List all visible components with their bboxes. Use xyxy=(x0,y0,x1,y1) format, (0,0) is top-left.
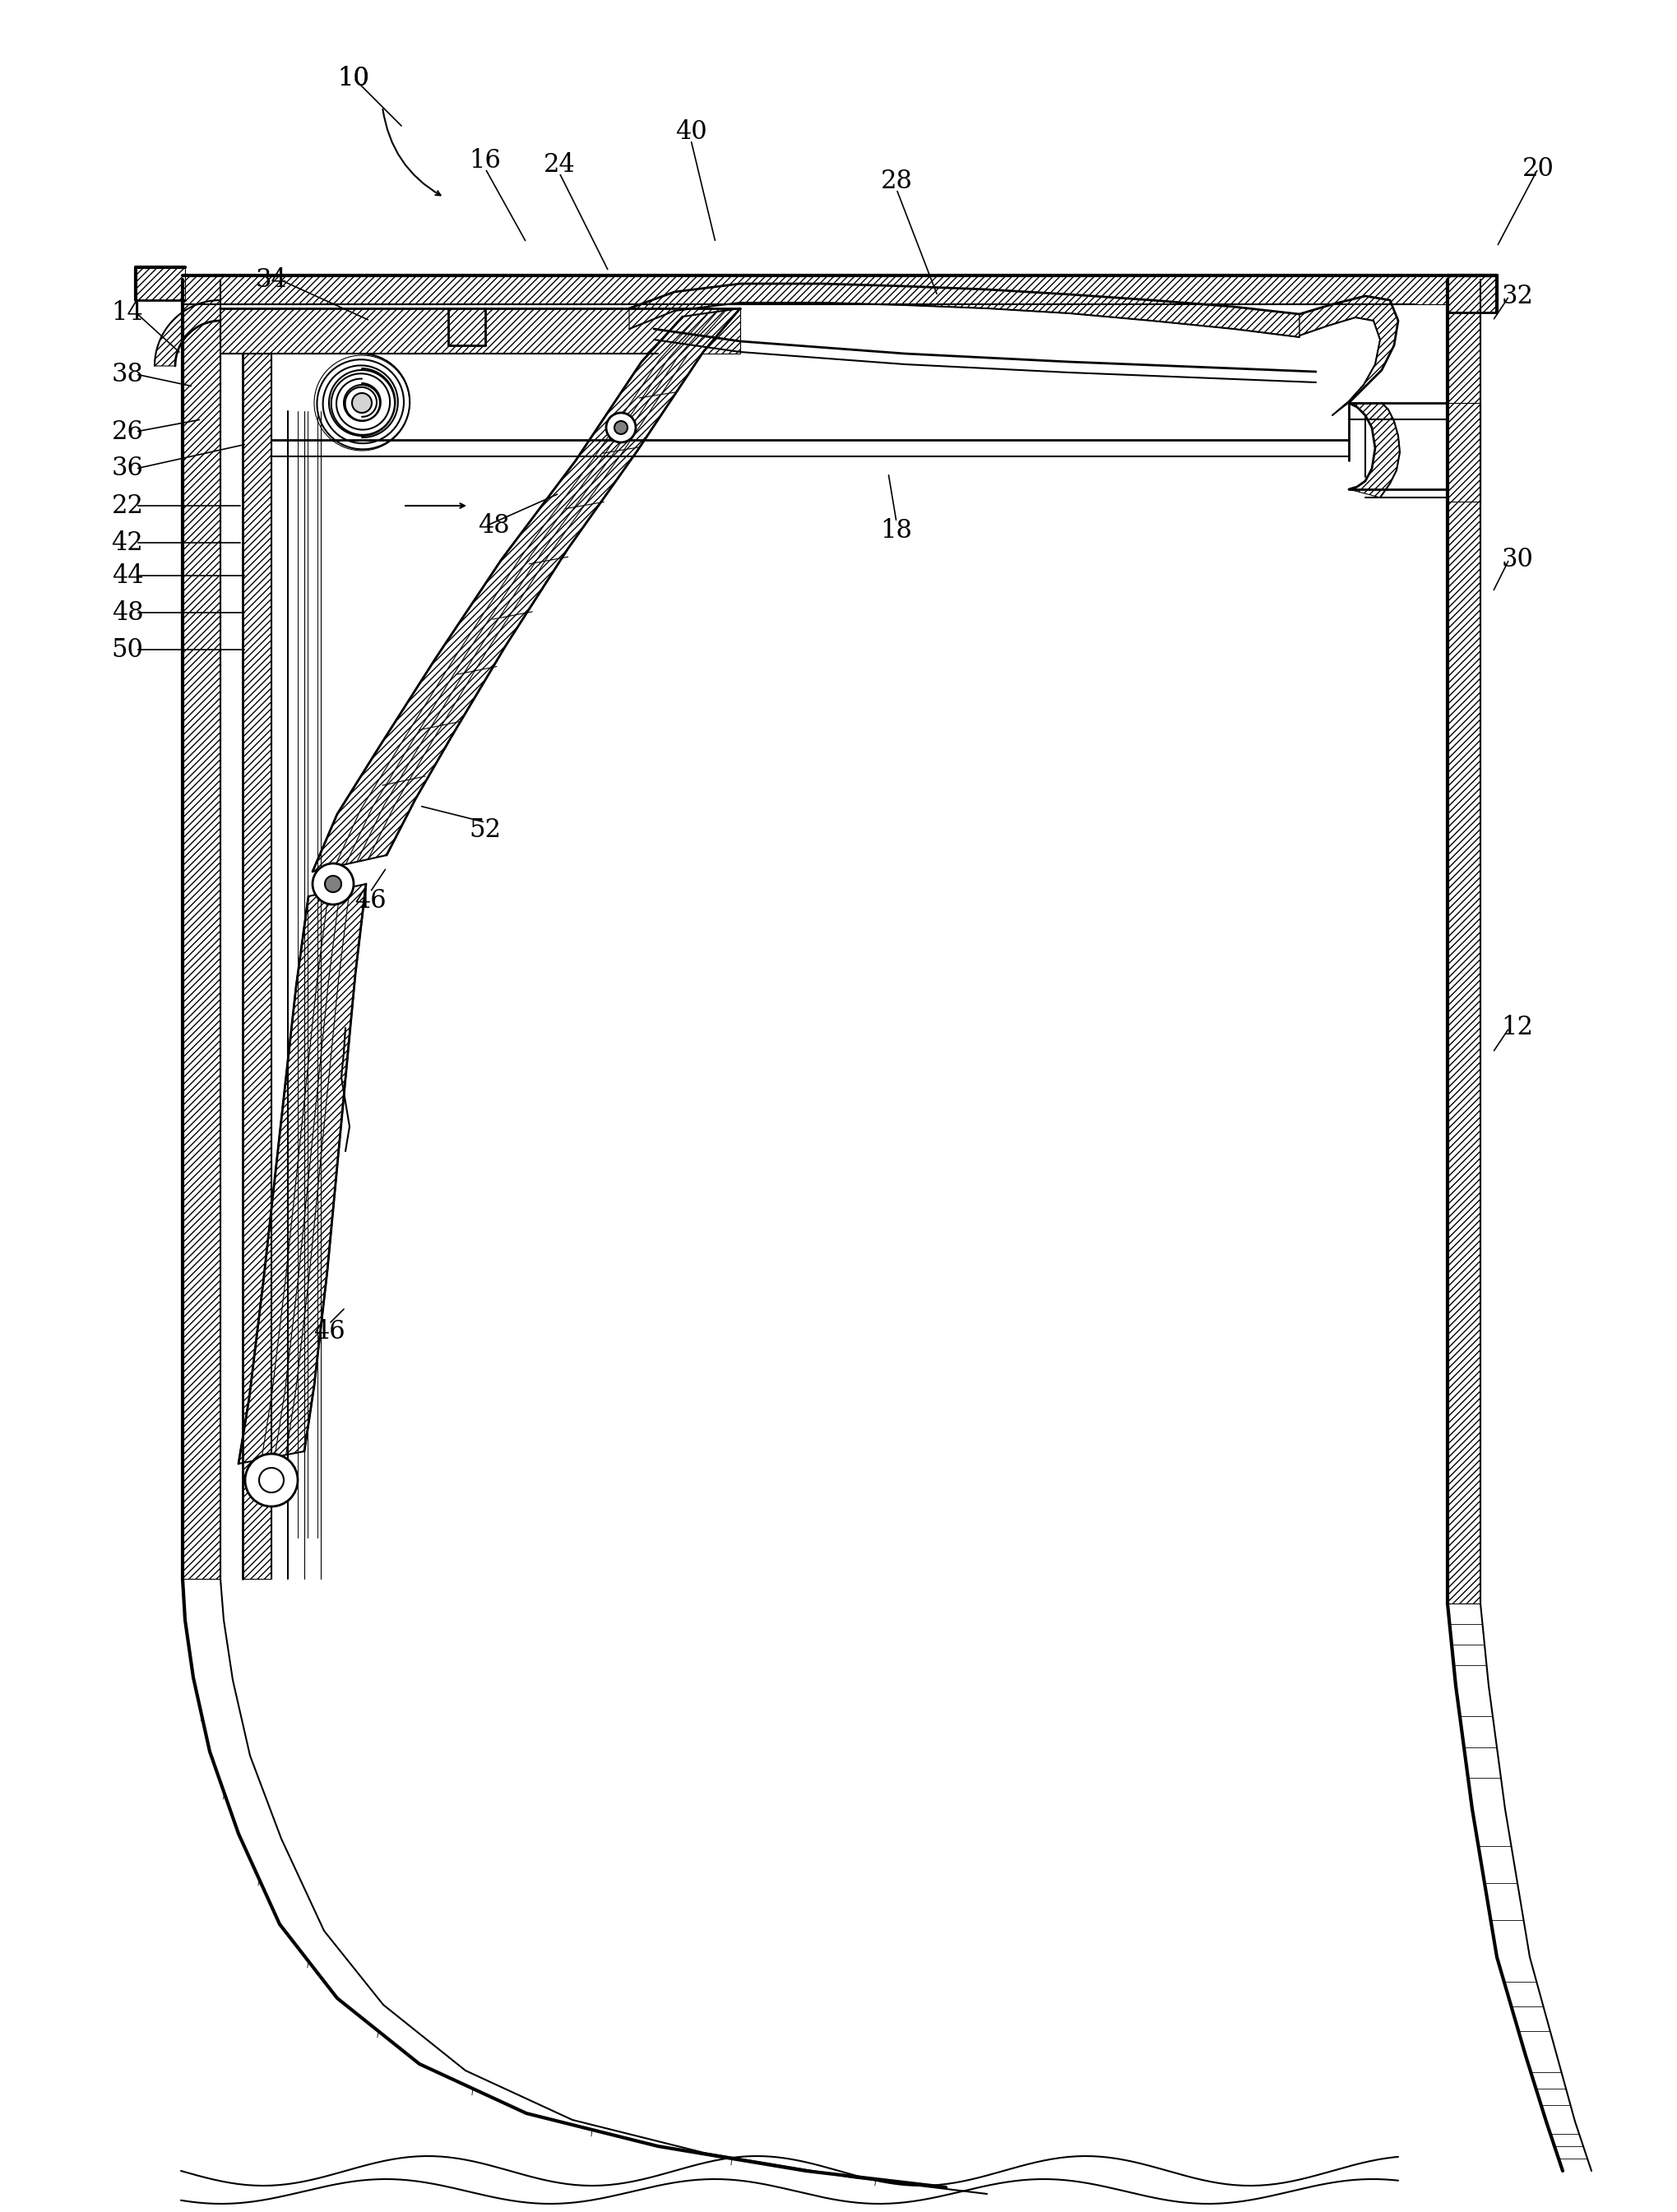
Bar xyxy=(448,307,485,345)
Text: 22: 22 xyxy=(111,493,144,518)
Bar xyxy=(136,268,184,301)
Text: 10: 10 xyxy=(337,66,369,91)
Text: 20: 20 xyxy=(1521,155,1553,181)
Bar xyxy=(1447,276,1496,312)
Bar xyxy=(243,354,272,1579)
Circle shape xyxy=(352,394,372,414)
Circle shape xyxy=(258,1469,283,1493)
Bar xyxy=(183,279,220,1579)
Text: 42: 42 xyxy=(111,531,143,555)
Text: 36: 36 xyxy=(111,456,144,482)
Polygon shape xyxy=(1300,296,1397,416)
Circle shape xyxy=(245,1453,297,1506)
Text: 16: 16 xyxy=(470,148,501,173)
Circle shape xyxy=(605,414,636,442)
Polygon shape xyxy=(238,885,366,1464)
Text: 52: 52 xyxy=(470,818,501,843)
Bar xyxy=(183,276,1496,305)
Circle shape xyxy=(614,420,627,434)
Text: 12: 12 xyxy=(1501,1015,1533,1040)
Text: 46: 46 xyxy=(354,887,386,914)
Bar xyxy=(1447,403,1479,502)
Bar xyxy=(1447,279,1479,1604)
Polygon shape xyxy=(629,283,1300,336)
Text: 24: 24 xyxy=(543,153,575,177)
Polygon shape xyxy=(1348,403,1399,498)
Text: 48: 48 xyxy=(112,599,143,626)
Text: 34: 34 xyxy=(255,268,287,292)
Text: 28: 28 xyxy=(880,168,912,195)
Text: 32: 32 xyxy=(1501,283,1533,310)
Text: 38: 38 xyxy=(111,361,144,387)
Text: 40: 40 xyxy=(674,119,706,144)
Text: 44: 44 xyxy=(112,562,143,588)
Text: 50: 50 xyxy=(111,637,144,661)
Text: 10: 10 xyxy=(337,66,369,91)
Circle shape xyxy=(325,876,340,891)
Polygon shape xyxy=(312,307,740,872)
Text: 18: 18 xyxy=(880,518,912,544)
Bar xyxy=(220,307,740,354)
Polygon shape xyxy=(154,301,220,365)
Text: 26: 26 xyxy=(111,418,144,445)
Text: 14: 14 xyxy=(111,301,143,325)
Text: 46: 46 xyxy=(314,1318,345,1345)
Text: 30: 30 xyxy=(1501,546,1533,573)
Circle shape xyxy=(312,863,354,905)
Text: 48: 48 xyxy=(478,513,510,540)
